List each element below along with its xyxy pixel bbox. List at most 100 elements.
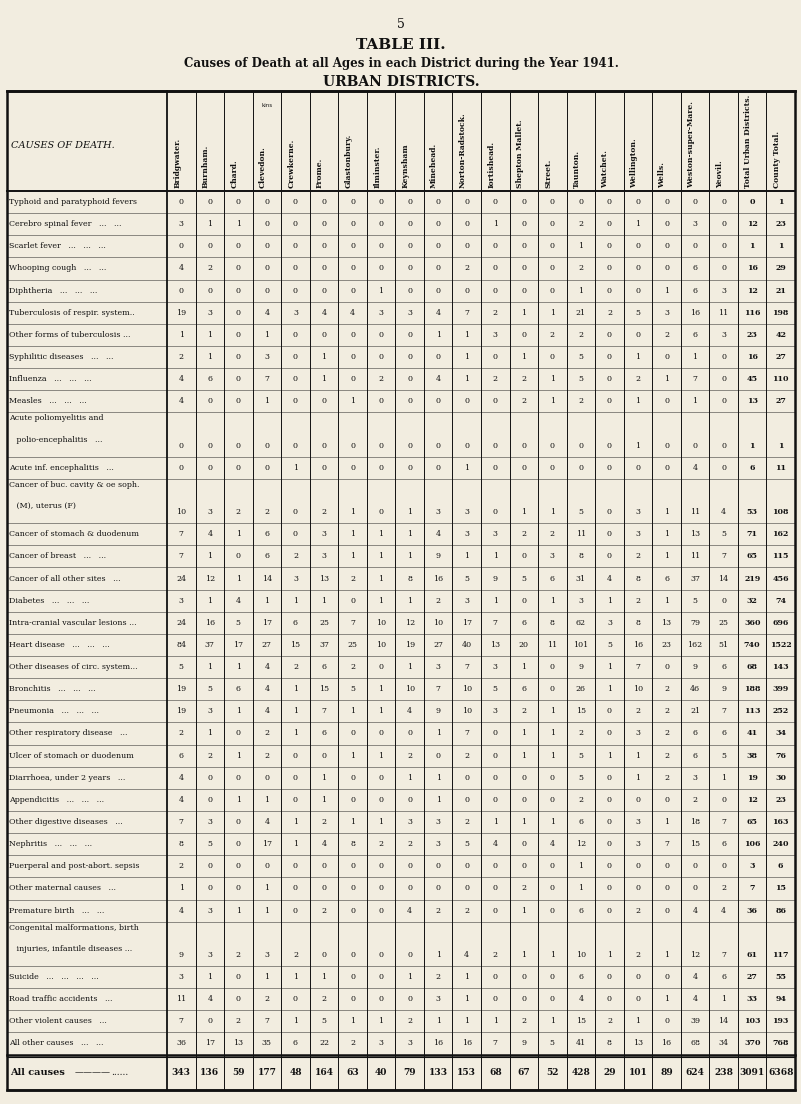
Text: 6: 6 bbox=[293, 1040, 298, 1048]
Text: 0: 0 bbox=[721, 265, 727, 273]
Text: 0: 0 bbox=[664, 464, 669, 471]
Text: 24: 24 bbox=[176, 618, 187, 627]
Text: 0: 0 bbox=[235, 730, 241, 737]
Text: 0: 0 bbox=[465, 774, 469, 782]
Text: 0: 0 bbox=[549, 464, 555, 471]
Text: 1: 1 bbox=[549, 708, 555, 715]
Text: 6: 6 bbox=[750, 464, 755, 471]
Text: 1: 1 bbox=[436, 730, 441, 737]
Text: URBAN DISTRICTS.: URBAN DISTRICTS. bbox=[323, 75, 479, 89]
Text: 36: 36 bbox=[176, 1040, 187, 1048]
Text: 7: 7 bbox=[350, 618, 355, 627]
Text: 4: 4 bbox=[264, 686, 269, 693]
Text: 3: 3 bbox=[635, 508, 641, 516]
Text: 79: 79 bbox=[404, 1068, 416, 1076]
Text: 9: 9 bbox=[521, 1040, 526, 1048]
Text: 1: 1 bbox=[549, 596, 555, 605]
Text: 1: 1 bbox=[321, 353, 327, 361]
Text: 0: 0 bbox=[549, 664, 555, 671]
Text: 2: 2 bbox=[635, 906, 641, 914]
Text: 1: 1 bbox=[179, 884, 184, 892]
Text: 89: 89 bbox=[660, 1068, 673, 1076]
Text: 238: 238 bbox=[714, 1068, 733, 1076]
Text: 3: 3 bbox=[179, 220, 183, 229]
Text: 143: 143 bbox=[772, 664, 789, 671]
Text: 1: 1 bbox=[464, 331, 469, 339]
Text: 2: 2 bbox=[465, 818, 469, 826]
Text: 3: 3 bbox=[693, 220, 698, 229]
Text: 0: 0 bbox=[607, 730, 612, 737]
Text: 1: 1 bbox=[549, 752, 555, 760]
Text: 1: 1 bbox=[607, 686, 612, 693]
Text: 1: 1 bbox=[493, 596, 498, 605]
Text: 26: 26 bbox=[576, 686, 586, 693]
Text: 6: 6 bbox=[721, 973, 727, 981]
Text: 343: 343 bbox=[171, 1068, 191, 1076]
Text: 0: 0 bbox=[465, 397, 469, 405]
Text: 0: 0 bbox=[607, 840, 612, 848]
Text: 0: 0 bbox=[379, 331, 384, 339]
Text: Other violent causes   ...: Other violent causes ... bbox=[9, 1018, 107, 1026]
Text: 1: 1 bbox=[321, 973, 327, 981]
Text: 0: 0 bbox=[635, 243, 641, 251]
Text: 0: 0 bbox=[293, 287, 298, 295]
Text: Iortishead.: Iortishead. bbox=[487, 141, 495, 188]
Text: 0: 0 bbox=[407, 353, 413, 361]
Text: 6: 6 bbox=[693, 331, 698, 339]
Text: 1: 1 bbox=[379, 752, 384, 760]
Text: 0: 0 bbox=[379, 508, 384, 516]
Text: 4: 4 bbox=[436, 530, 441, 539]
Text: 0: 0 bbox=[635, 331, 641, 339]
Text: 162: 162 bbox=[687, 641, 702, 649]
Text: 164: 164 bbox=[315, 1068, 333, 1076]
Text: 10: 10 bbox=[461, 708, 472, 715]
Text: 5: 5 bbox=[635, 309, 641, 317]
Text: 240: 240 bbox=[772, 840, 789, 848]
Text: 6: 6 bbox=[549, 574, 555, 583]
Text: 1: 1 bbox=[464, 973, 469, 981]
Text: 8: 8 bbox=[549, 618, 555, 627]
Text: 0: 0 bbox=[407, 951, 413, 959]
Text: 252: 252 bbox=[773, 708, 789, 715]
Text: 0: 0 bbox=[379, 243, 384, 251]
Text: 0: 0 bbox=[207, 243, 212, 251]
Text: 360: 360 bbox=[744, 618, 760, 627]
Text: 2: 2 bbox=[465, 752, 469, 760]
Text: Minehead.: Minehead. bbox=[430, 142, 438, 188]
Text: 1: 1 bbox=[235, 752, 241, 760]
Text: 40: 40 bbox=[375, 1068, 387, 1076]
Text: Bridgwater.: Bridgwater. bbox=[173, 138, 181, 188]
Text: 1: 1 bbox=[464, 995, 469, 1004]
Text: 11: 11 bbox=[576, 530, 586, 539]
Text: 0: 0 bbox=[521, 774, 526, 782]
Text: 67: 67 bbox=[517, 1068, 530, 1076]
Text: 1: 1 bbox=[293, 596, 298, 605]
Text: 0: 0 bbox=[350, 906, 355, 914]
Text: 2: 2 bbox=[321, 906, 327, 914]
Text: 0: 0 bbox=[235, 287, 241, 295]
Text: 0: 0 bbox=[493, 464, 497, 471]
Text: 0: 0 bbox=[578, 464, 583, 471]
Text: 0: 0 bbox=[235, 375, 241, 383]
Text: 1: 1 bbox=[350, 397, 355, 405]
Text: 6: 6 bbox=[721, 840, 727, 848]
Text: 0: 0 bbox=[607, 862, 612, 870]
Text: 0: 0 bbox=[607, 708, 612, 715]
Text: 4: 4 bbox=[436, 375, 441, 383]
Text: 0: 0 bbox=[264, 265, 269, 273]
Text: 113: 113 bbox=[744, 708, 760, 715]
Text: 0: 0 bbox=[207, 774, 212, 782]
Text: 3: 3 bbox=[493, 708, 497, 715]
Text: 1: 1 bbox=[264, 973, 269, 981]
Text: 0: 0 bbox=[436, 442, 441, 449]
Text: Street.: Street. bbox=[545, 159, 553, 188]
Text: 0: 0 bbox=[207, 464, 212, 471]
Text: 1: 1 bbox=[664, 552, 669, 561]
Text: 0: 0 bbox=[264, 464, 269, 471]
Text: 103: 103 bbox=[744, 1018, 760, 1026]
Text: 0: 0 bbox=[493, 973, 497, 981]
Text: 0: 0 bbox=[493, 397, 497, 405]
Text: 2: 2 bbox=[493, 309, 497, 317]
Text: 0: 0 bbox=[407, 730, 413, 737]
Text: 46: 46 bbox=[690, 686, 700, 693]
